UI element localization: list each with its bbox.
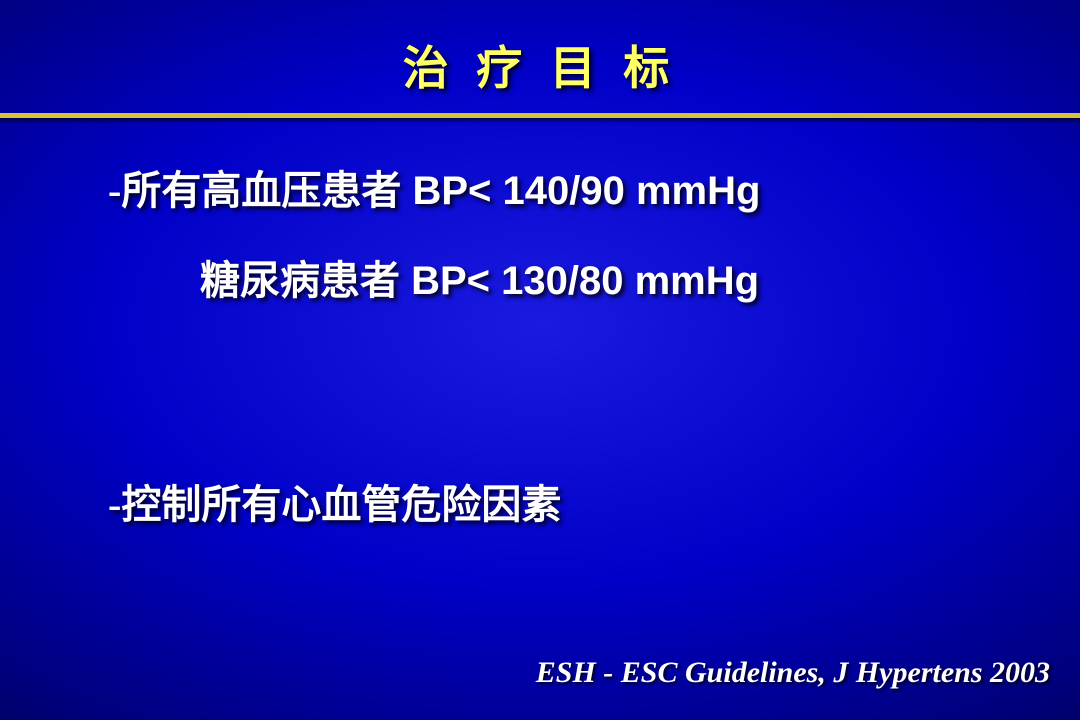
line2-en-text: BP< 130/80 mmHg: [400, 259, 759, 303]
bullet-line-3: -控制所有心血管危险因素: [108, 472, 561, 530]
citation-text: ESH - ESC Guidelines, J Hypertens 2003: [536, 656, 1050, 690]
line1-en-text: BP< 140/90 mmHg: [401, 169, 760, 213]
slide: 治 疗 目 标 -所有高血压患者 BP< 140/90 mmHg 糖尿病患者 B…: [0, 0, 1080, 720]
title-divider: [0, 113, 1080, 118]
slide-title: 治 疗 目 标: [0, 32, 1080, 98]
line1-cn-text: -所有高血压患者: [108, 168, 401, 213]
bullet-line-2: 糖尿病患者 BP< 130/80 mmHg: [200, 248, 759, 306]
bullet-line-1: -所有高血压患者 BP< 140/90 mmHg: [108, 158, 760, 216]
line2-cn-text: 糖尿病患者: [200, 258, 400, 303]
